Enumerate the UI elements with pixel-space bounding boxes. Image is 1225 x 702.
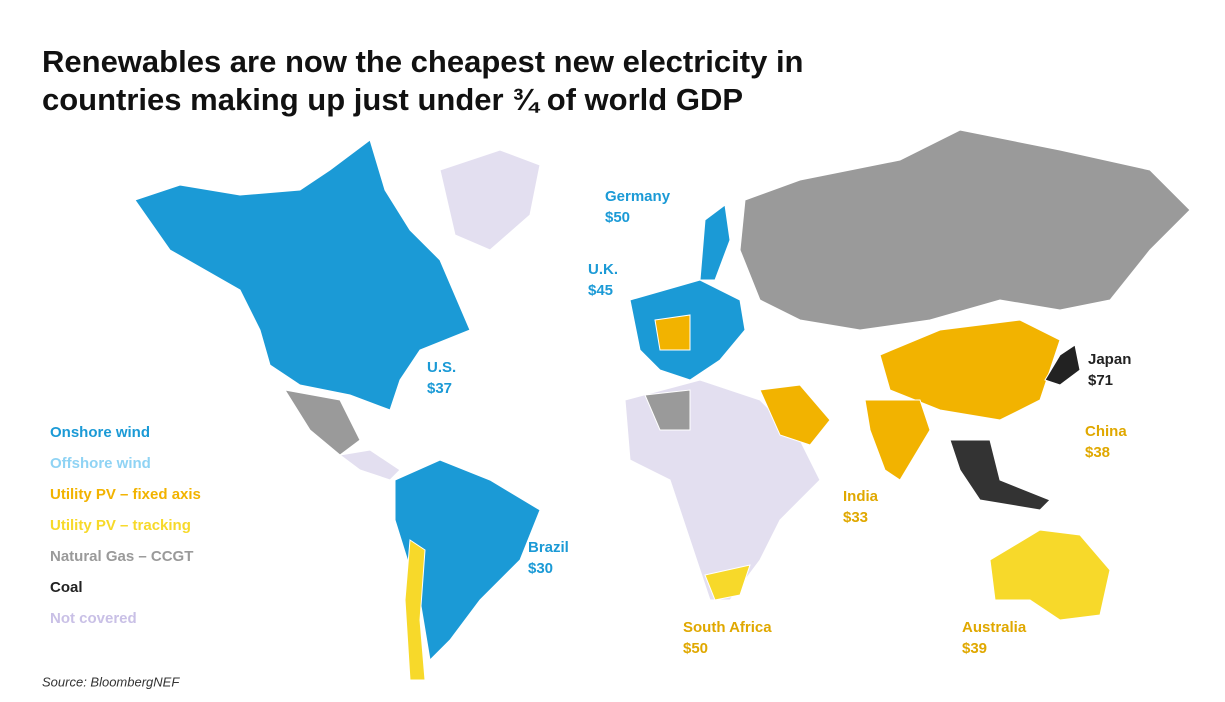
india [864,399,931,481]
china [879,319,1061,421]
country-price: $37 [427,380,452,397]
scandinavia [699,204,731,281]
legend-item: Natural Gas – CCGT [50,548,193,565]
country-price: $71 [1088,372,1113,389]
country-name: Japan [1088,351,1131,368]
legend-item: Utility PV – fixed axis [50,486,201,503]
country-name: Brazil [528,539,569,556]
country-price: $45 [588,282,613,299]
russia [739,129,1191,331]
title-line: countries making up just under ¾ of worl… [42,82,743,117]
country-price: $33 [843,509,868,526]
middle-east [759,384,831,446]
greenland [439,149,541,251]
legend-item: Coal [50,579,83,596]
chile [404,539,426,681]
south-africa [704,564,751,601]
southeast-asia [949,439,1051,511]
country-name: Germany [605,188,671,205]
country-name: U.S. [427,359,456,376]
title-line: Renewables are now the cheapest new elec… [42,44,804,79]
algeria [644,389,691,431]
central-america [338,449,401,481]
world-map [134,129,1191,681]
country-name: China [1085,423,1127,440]
country-name: U.K. [588,261,618,278]
france [654,314,691,351]
country-price: $50 [683,640,708,657]
source: Source: BloombergNEF [42,674,180,689]
country-name: South Africa [683,619,772,636]
australia [989,529,1111,621]
country-price: $30 [528,560,553,577]
legend-item: Utility PV – tracking [50,517,191,534]
country-price: $50 [605,209,630,226]
country-name: India [843,488,879,505]
legend-item: Offshore wind [50,455,151,472]
japan [1044,344,1081,386]
north-america [134,139,471,411]
country-price: $39 [962,640,987,657]
country-name: Australia [962,619,1027,636]
country-price: $38 [1085,444,1110,461]
africa [624,379,821,601]
mexico [283,389,361,456]
legend-item: Not covered [50,610,137,627]
legend-item: Onshore wind [50,424,150,441]
